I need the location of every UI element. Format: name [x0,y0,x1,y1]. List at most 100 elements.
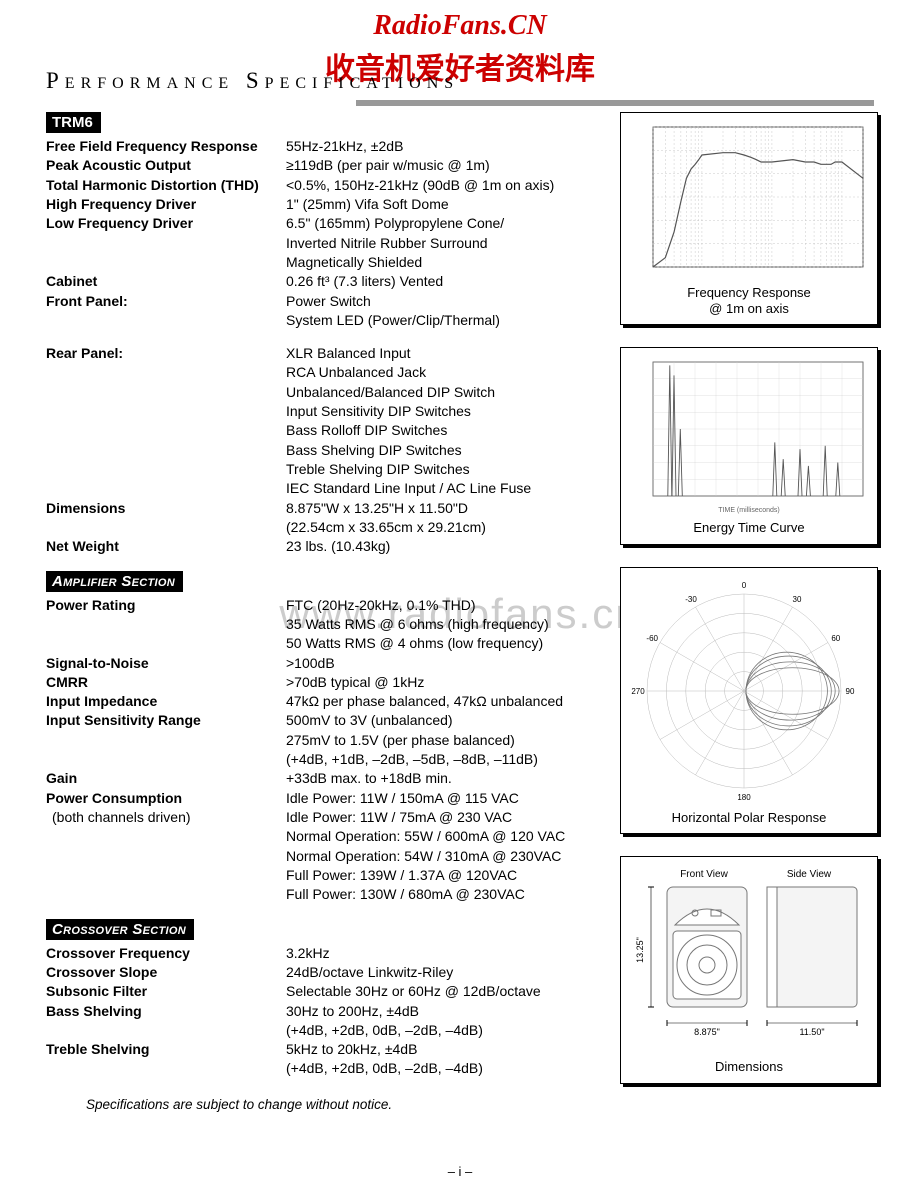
spec-label [46,518,286,537]
spec-value: (+4dB, +2dB, 0dB, –2dB, –4dB) [286,1021,602,1040]
page-number: – i – [0,1164,920,1179]
svg-text:-60: -60 [646,634,658,643]
section-crossover: Crossover Section [46,919,194,940]
figure-freq-response: Frequency Response@ 1m on axis [620,112,878,325]
spec-row: Crossover Frequency3.2kHz [46,944,602,963]
spec-value: (+4dB, +2dB, 0dB, –2dB, –4dB) [286,1059,602,1078]
spec-row: Input Sensitivity Range500mV to 3V (unba… [46,711,602,730]
spec-value: Idle Power: 11W / 150mA @ 115 VAC [286,789,602,808]
spec-value: +33dB max. to +18dB min. [286,769,602,788]
spec-value: Bass Shelving DIP Switches [286,441,602,460]
page-title: Performance Specifications [46,68,874,94]
spec-value: Idle Power: 11W / 75mA @ 230 VAC [286,808,602,827]
spec-row: Rear Panel:XLR Balanced Input [46,344,602,363]
spec-row: Normal Operation: 55W / 600mA @ 120 VAC [46,827,602,846]
spec-label: Peak Acoustic Output [46,156,286,175]
spec-row: Dimensions8.875"W x 13.25"H x 11.50"D [46,499,602,518]
spec-value: Selectable 30Hz or 60Hz @ 12dB/octave [286,982,602,1001]
spec-value: Power Switch [286,292,602,311]
spec-label: Treble Shelving [46,1040,286,1059]
spec-label: Input Impedance [46,692,286,711]
figure-column: Frequency Response@ 1m on axis TIME (mil… [620,112,878,1112]
spec-value: (+4dB, +1dB, –2dB, –5dB, –8dB, –11dB) [286,750,602,769]
spec-row: Full Power: 139W / 1.37A @ 120VAC [46,866,602,885]
svg-text:-30: -30 [685,595,697,604]
spec-value: Inverted Nitrile Rubber Surround [286,234,602,253]
spec-label: Power Rating [46,596,286,615]
spec-row: (+4dB, +2dB, 0dB, –2dB, –4dB) [46,1021,602,1040]
figcap-polar: Horizontal Polar Response [629,810,869,826]
spec-label [46,634,286,653]
spec-row: 275mV to 1.5V (per phase balanced) [46,731,602,750]
spec-value: 0.26 ft³ (7.3 liters) Vented [286,272,602,291]
spec-row: Front Panel:Power Switch [46,292,602,311]
spec-label: Cabinet [46,272,286,291]
spec-label: Dimensions [46,499,286,518]
spec-row: (22.54cm x 33.65cm x 29.21cm) [46,518,602,537]
spec-row: Bass Rolloff DIP Switches [46,421,602,440]
spec-label [46,866,286,885]
spec-row: 50 Watts RMS @ 4 ohms (low frequency) [46,634,602,653]
spec-label: Rear Panel: [46,344,286,363]
spec-value: Input Sensitivity DIP Switches [286,402,602,421]
figure-dimensions: Front ViewSide View13.25"8.875"11.50" Di… [620,856,878,1084]
svg-text:Side View: Side View [787,869,832,880]
spec-value: RCA Unbalanced Jack [286,363,602,382]
spec-row: (+4dB, +1dB, –2dB, –5dB, –8dB, –11dB) [46,750,602,769]
spec-row: IEC Standard Line Input / AC Line Fuse [46,479,602,498]
spec-value: (22.54cm x 33.65cm x 29.21cm) [286,518,602,537]
spec-value: Full Power: 130W / 680mA @ 230VAC [286,885,602,904]
spec-label [46,234,286,253]
spec-value: 30Hz to 200Hz, ±4dB [286,1002,602,1021]
spec-row: Treble Shelving DIP Switches [46,460,602,479]
spec-label: CMRR [46,673,286,692]
spec-value: 3.2kHz [286,944,602,963]
spec-row: Net Weight23 lbs. (10.43kg) [46,537,602,556]
spec-label: Gain [46,769,286,788]
figure-energy-time: TIME (milliseconds) Energy Time Curve [620,347,878,545]
spec-row: Input Impedance47kΩ per phase balanced, … [46,692,602,711]
spec-table-xover: Crossover Frequency3.2kHzCrossover Slope… [46,944,602,1079]
spec-row: RCA Unbalanced Jack [46,363,602,382]
figure-polar: 0306090180270-30-60 Horizontal Polar Res… [620,567,878,835]
spec-row: Gain+33dB max. to +18dB min. [46,769,602,788]
spec-value: <0.5%, 150Hz-21kHz (90dB @ 1m on axis) [286,176,602,195]
spec-row: Magnetically Shielded [46,253,602,272]
spec-label [46,421,286,440]
spec-label: Net Weight [46,537,286,556]
spec-label: High Frequency Driver [46,195,286,214]
spec-column: TRM6 Free Field Frequency Response55Hz-2… [46,112,602,1112]
spec-value: 23 lbs. (10.43kg) [286,537,602,556]
spec-label [46,479,286,498]
spec-row: Normal Operation: 54W / 310mA @ 230VAC [46,847,602,866]
spec-value: ≥119dB (per pair w/music @ 1m) [286,156,602,175]
spec-row: Signal-to-Noise>100dB [46,654,602,673]
spec-label [46,827,286,846]
spec-row: Input Sensitivity DIP Switches [46,402,602,421]
spec-row: Bass Shelving30Hz to 200Hz, ±4dB [46,1002,602,1021]
spec-label [46,441,286,460]
spec-row: Total Harmonic Distortion (THD)<0.5%, 15… [46,176,602,195]
svg-text:Front View: Front View [680,869,728,880]
spec-label [46,253,286,272]
svg-text:8.875": 8.875" [694,1027,720,1037]
spec-row: CMRR>70dB typical @ 1kHz [46,673,602,692]
spec-label: (both channels driven) [46,808,286,827]
spec-value: >100dB [286,654,602,673]
spec-value: System LED (Power/Clip/Thermal) [286,311,602,330]
spec-row: Treble Shelving5kHz to 20kHz, ±4dB [46,1040,602,1059]
spec-row: Crossover Slope24dB/octave Linkwitz-Rile… [46,963,602,982]
spec-label [46,311,286,330]
spec-row: (+4dB, +2dB, 0dB, –2dB, –4dB) [46,1059,602,1078]
spec-label: Low Frequency Driver [46,214,286,233]
svg-text:60: 60 [831,634,840,643]
spec-label: Signal-to-Noise [46,654,286,673]
spec-value: 1" (25mm) Vifa Soft Dome [286,195,602,214]
spec-row: 35 Watts RMS @ 6 ohms (high frequency) [46,615,602,634]
figcap-etc: Energy Time Curve [629,520,869,536]
spec-value: Full Power: 139W / 1.37A @ 120VAC [286,866,602,885]
spec-value: Normal Operation: 55W / 600mA @ 120 VAC [286,827,602,846]
spec-label: Crossover Slope [46,963,286,982]
spec-value: Magnetically Shielded [286,253,602,272]
spec-table-main: Free Field Frequency Response55Hz-21kHz,… [46,137,602,557]
